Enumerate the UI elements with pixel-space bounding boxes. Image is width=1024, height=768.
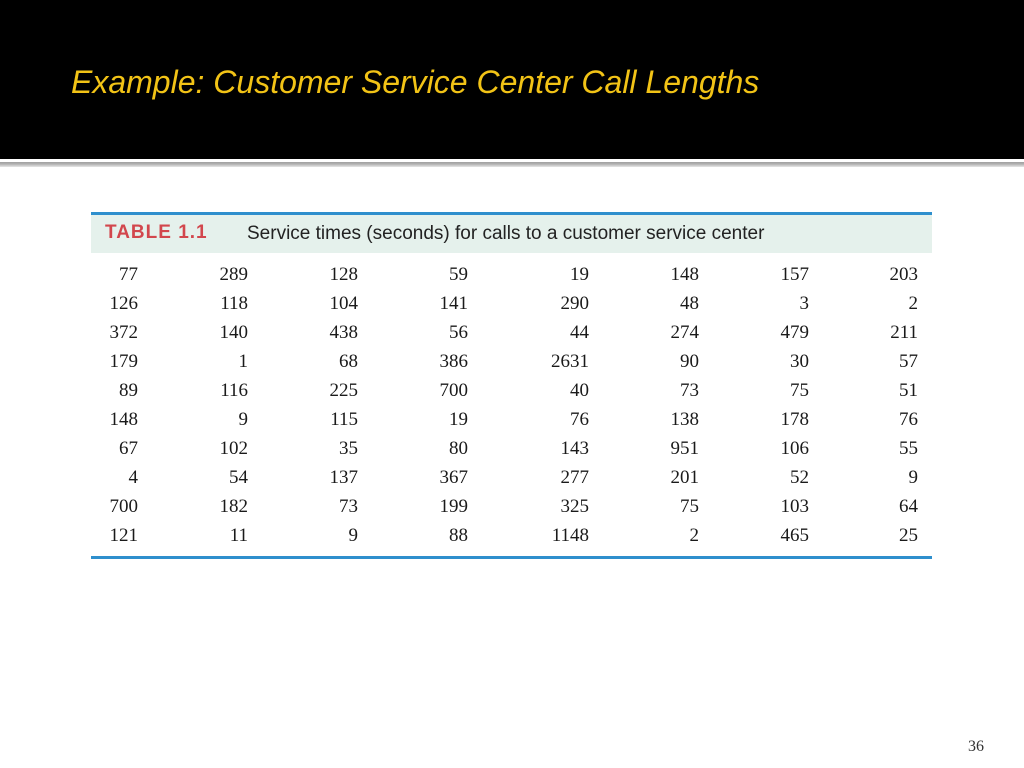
table-cell: 290 [560, 292, 590, 314]
table-cell: 76 [899, 408, 918, 430]
table-cell: 1 [238, 350, 249, 372]
table-cell: 199 [439, 495, 469, 517]
table-cell: 51 [899, 379, 918, 401]
table-cell: 52 [790, 466, 809, 488]
title-separator [0, 159, 1024, 167]
table-cell: 211 [890, 321, 918, 343]
table-cell: 89 [119, 379, 138, 401]
table-row: 126 118 104 141 290 48 3 2 [91, 289, 932, 318]
table-cell: 48 [680, 292, 699, 314]
table-cell: 2 [908, 292, 919, 314]
table-cell: 138 [670, 408, 700, 430]
table-cell: 386 [439, 350, 469, 372]
table-cell: 75 [680, 495, 699, 517]
table-cell: 201 [670, 466, 700, 488]
table-cell: 88 [449, 524, 468, 546]
table-cell: 289 [219, 263, 249, 285]
table-cell: 157 [780, 263, 810, 285]
table-cell: 102 [219, 437, 249, 459]
table-cell: 40 [570, 379, 589, 401]
table-cell: 700 [439, 379, 469, 401]
table-cell: 274 [670, 321, 700, 343]
table-row: 148 9 115 19 76 138 178 76 [91, 405, 932, 434]
table-cell: 19 [449, 408, 468, 430]
table-row: 77 289 128 59 19 148 157 203 [91, 260, 932, 289]
table-cell: 2631 [551, 350, 589, 372]
table-row: 4 54 137 367 277 201 52 9 [91, 463, 932, 492]
table-row: 89 116 225 700 40 73 75 51 [91, 376, 932, 405]
table-row: 179 1 68 386 2631 90 30 57 [91, 347, 932, 376]
table-cell: 54 [229, 466, 248, 488]
table-cell: 225 [329, 379, 359, 401]
table-cell: 25 [899, 524, 918, 546]
table-cell: 68 [339, 350, 358, 372]
table-cell: 106 [780, 437, 810, 459]
table-cell: 73 [680, 379, 699, 401]
table-cell: 367 [439, 466, 469, 488]
table-cell: 182 [219, 495, 249, 517]
table-cell: 104 [329, 292, 359, 314]
table-cell: 2 [689, 524, 700, 546]
slide-title: Example: Customer Service Center Call Le… [71, 64, 760, 100]
table-cell: 325 [560, 495, 590, 517]
table-cell: 76 [570, 408, 589, 430]
table-cell: 30 [790, 350, 809, 372]
table-cell: 35 [339, 437, 358, 459]
table-cell: 148 [670, 263, 700, 285]
table-cell: 951 [670, 437, 700, 459]
table-cell: 44 [570, 321, 589, 343]
table-cell: 75 [790, 379, 809, 401]
table-row: 372 140 438 56 44 274 479 211 [91, 318, 932, 347]
table-cell: 118 [220, 292, 248, 314]
table-cell: 203 [889, 263, 919, 285]
table-cell: 137 [329, 466, 359, 488]
table-row: 121 11 9 88 1148 2 465 25 [91, 521, 932, 550]
table-cell: 116 [220, 379, 248, 401]
table-label: TABLE 1.1 [105, 222, 208, 243]
table-cell: 148 [109, 408, 139, 430]
table-cell: 57 [899, 350, 918, 372]
table-cell: 55 [899, 437, 918, 459]
table-cell: 1148 [551, 524, 589, 546]
table-cell: 9 [348, 524, 359, 546]
page-number: 36 [968, 738, 984, 755]
table-cell: 77 [119, 263, 138, 285]
table-cell: 465 [780, 524, 810, 546]
title-bar: Example: Customer Service Center Call Le… [0, 0, 1024, 159]
table-cell: 121 [109, 524, 139, 546]
table-cell: 143 [560, 437, 590, 459]
table-cell: 178 [780, 408, 810, 430]
table-cell: 19 [570, 263, 589, 285]
table-cell: 59 [449, 263, 468, 285]
table-cell: 438 [329, 321, 359, 343]
table-cell: 700 [109, 495, 139, 517]
table-cell: 9 [908, 466, 919, 488]
table-cell: 141 [439, 292, 469, 314]
service-times-table: TABLE 1.1 Service times (seconds) for ca… [91, 212, 932, 559]
table-cell: 277 [560, 466, 590, 488]
table-cell: 103 [780, 495, 810, 517]
table-cell: 80 [449, 437, 468, 459]
table-cell: 9 [238, 408, 249, 430]
table-cell: 73 [339, 495, 358, 517]
table-cell: 126 [109, 292, 139, 314]
table-cell: 64 [899, 495, 918, 517]
table-cell: 67 [119, 437, 138, 459]
table-cell: 479 [780, 321, 810, 343]
table-cell: 140 [219, 321, 249, 343]
table-row: 700 182 73 199 325 75 103 64 [91, 492, 932, 521]
table-caption: Service times (seconds) for calls to a c… [247, 223, 765, 244]
table-cell: 90 [680, 350, 699, 372]
table-cell: 4 [128, 466, 139, 488]
table-cell: 3 [799, 292, 810, 314]
table-body: 77 289 128 59 19 148 157 203 126 118 104 141 290 48 3 2… [91, 253, 932, 559]
table-header: TABLE 1.1 Service times (seconds) for ca… [91, 212, 932, 253]
table-cell: 115 [330, 408, 358, 430]
table-row: 67 102 35 80 143 951 106 55 [91, 434, 932, 463]
table-cell: 128 [329, 263, 359, 285]
table-cell: 56 [449, 321, 468, 343]
table-cell: 11 [229, 524, 248, 546]
table-cell: 372 [109, 321, 139, 343]
table-cell: 179 [109, 350, 139, 372]
